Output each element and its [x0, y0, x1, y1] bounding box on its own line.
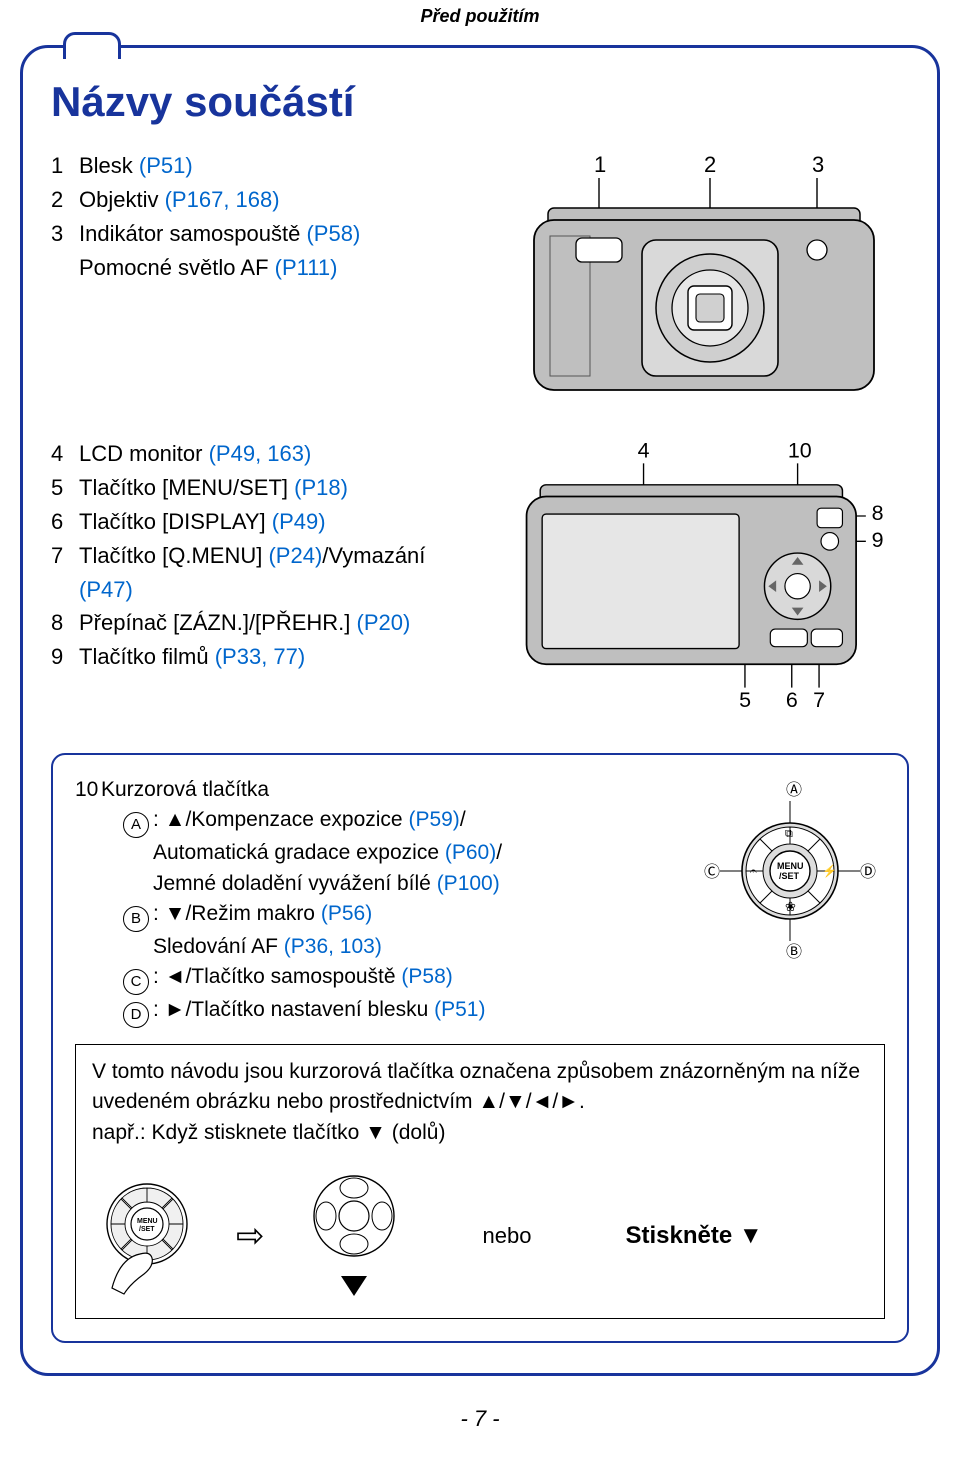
- svg-text:6: 6: [786, 688, 798, 712]
- cursor-buttons-frame: 10Kurzorová tlačítka A: ▲/Kompenzace exp…: [51, 753, 909, 1344]
- svg-text:9: 9: [872, 528, 884, 552]
- svg-text:Ⓓ: Ⓓ: [860, 863, 876, 881]
- svg-text:1: 1: [594, 152, 606, 177]
- arrow-right-icon: ⇨: [236, 1212, 265, 1261]
- svg-text:7: 7: [813, 688, 825, 712]
- svg-text:MENU: MENU: [777, 861, 804, 871]
- svg-text:3: 3: [812, 152, 824, 177]
- svg-text:8: 8: [872, 501, 884, 525]
- dpad-plain-icon: [299, 1166, 409, 1306]
- svg-text:2: 2: [704, 152, 716, 177]
- press-illustration-icon: MENU /SET: [92, 1176, 202, 1296]
- svg-text:❀: ❀: [785, 899, 796, 914]
- cursor-button-list: 10Kurzorová tlačítka A: ▲/Kompenzace exp…: [75, 775, 665, 1028]
- svg-text:5: 5: [739, 688, 751, 712]
- svg-text:⧉: ⧉: [785, 828, 793, 840]
- cursor-note-box: V tomto návodu jsou kurzorová tlačítka o…: [75, 1044, 885, 1319]
- camera-back-diagram: 4 10 8 9 5 6 7: [509, 438, 899, 721]
- svg-text:⚡: ⚡: [822, 864, 837, 878]
- svg-text:10: 10: [788, 439, 812, 463]
- svg-text:Ⓑ: Ⓑ: [786, 943, 802, 961]
- svg-text:/SET: /SET: [139, 1226, 155, 1233]
- main-frame: Názvy součástí 1Blesk (P51) 2Objektiv (P…: [20, 45, 940, 1376]
- or-label: nebo: [483, 1220, 532, 1252]
- press-label: Stiskněte ▼: [625, 1219, 762, 1254]
- section-header: Před použitím: [20, 6, 940, 27]
- svg-text:Ⓒ: Ⓒ: [704, 863, 720, 881]
- camera-front-diagram: 1 2 3: [514, 150, 894, 410]
- page-number: - 7 -: [20, 1406, 940, 1432]
- svg-text:4: 4: [638, 439, 650, 463]
- svg-text:/SET: /SET: [779, 871, 800, 881]
- parts-list-top: 1Blesk (P51) 2Objektiv (P167, 168) 3Indi…: [51, 150, 477, 286]
- svg-text:Ⓐ: Ⓐ: [786, 781, 802, 799]
- page-title: Názvy součástí: [51, 78, 909, 126]
- svg-text:𝄐: 𝄐: [750, 864, 757, 878]
- dpad-labeled-diagram: Ⓐ Ⓑ Ⓒ Ⓓ MENU /SET: [700, 781, 880, 961]
- parts-list-mid: 4LCD monitor (P49, 163) 5Tlačítko [MENU/…: [51, 438, 477, 675]
- svg-text:MENU: MENU: [137, 1218, 158, 1225]
